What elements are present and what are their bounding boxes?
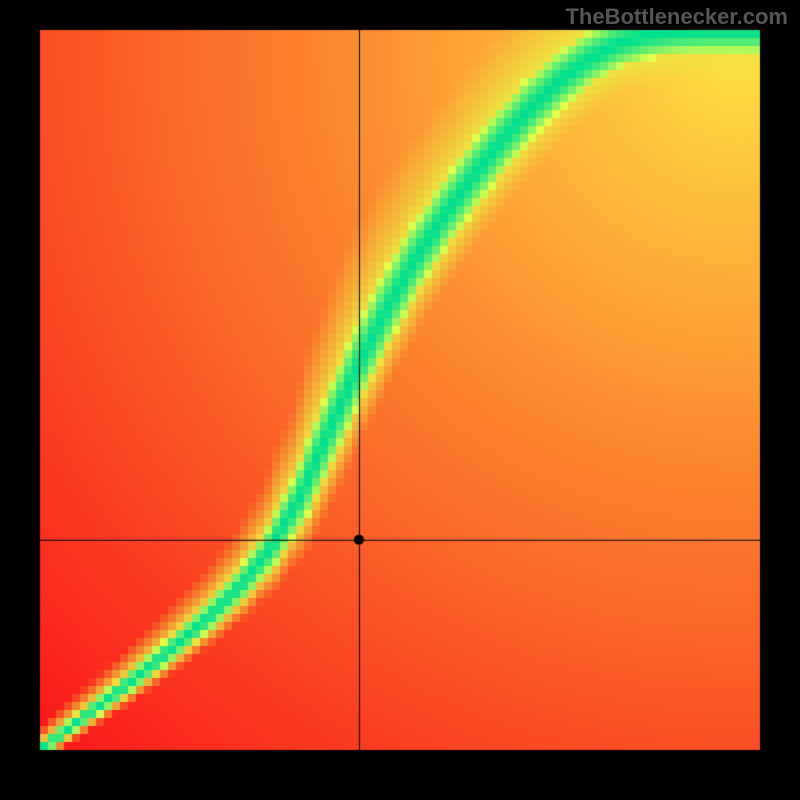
heatmap-canvas bbox=[0, 0, 800, 800]
watermark-text: TheBottlenecker.com bbox=[565, 4, 788, 30]
chart-container: TheBottlenecker.com bbox=[0, 0, 800, 800]
